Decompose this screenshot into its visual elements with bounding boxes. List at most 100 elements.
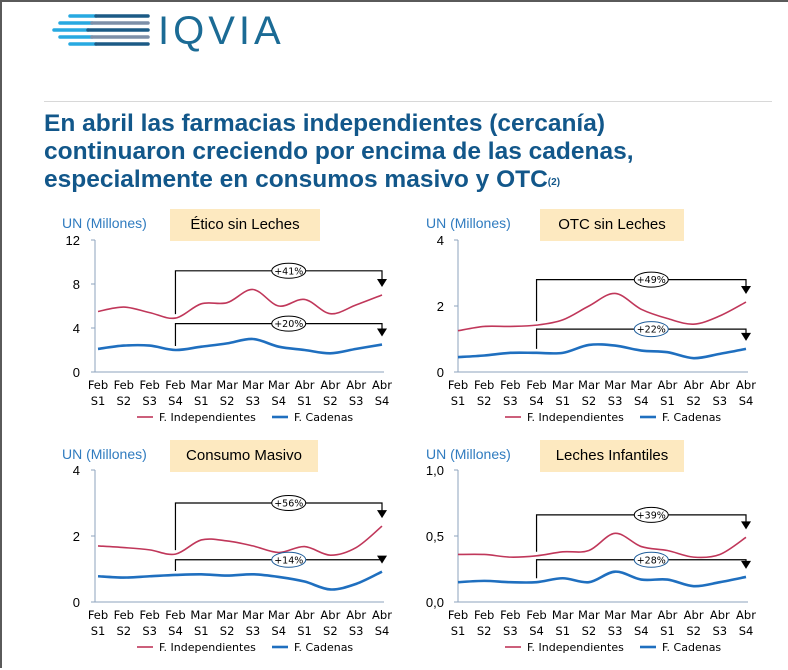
x-tick-label-week: S3	[713, 624, 728, 638]
x-tick-label-week: S1	[660, 394, 675, 408]
x-tick-label-week: S2	[323, 624, 338, 638]
page-title: En abril las farmacias independientes (c…	[44, 110, 744, 199]
y-tick-label: 0	[437, 365, 444, 380]
series-line-independientes	[458, 293, 746, 330]
x-tick-label-week: S3	[246, 624, 261, 638]
y-tick-label: 2	[437, 299, 444, 314]
chart-category-label: OTC sin Leches	[540, 209, 684, 241]
legend-label: F. Cadenas	[662, 411, 721, 424]
x-tick-label-month: Mar	[578, 608, 600, 622]
x-tick-label-week: S2	[220, 624, 235, 638]
y-axis-label: UN (Millones)	[426, 446, 511, 462]
x-tick-label-week: S3	[142, 394, 157, 408]
x-tick-label-week: S2	[477, 624, 492, 638]
x-tick-label-week: S3	[246, 394, 261, 408]
growth-annotation: +14%	[175, 552, 387, 571]
x-tick-label-week: S1	[297, 624, 312, 638]
x-tick-label-month: Abr	[684, 608, 704, 622]
x-tick-label-month: Abr	[295, 378, 315, 392]
x-tick-label-month: Mar	[190, 378, 212, 392]
x-tick-label-month: Abr	[372, 378, 392, 392]
series-line-independientes	[98, 289, 382, 318]
series-line-cadenas	[98, 572, 382, 590]
x-tick-label-month: Abr	[736, 608, 756, 622]
x-tick-label-week: S1	[451, 624, 466, 638]
x-tick-label-month: Mar	[604, 608, 626, 622]
chart-category-label: Consumo Masivo	[170, 440, 318, 472]
growth-bracket	[175, 503, 382, 550]
x-tick-label-month: Feb	[139, 378, 159, 392]
series-line-cadenas	[98, 339, 382, 353]
series-line-cadenas	[458, 572, 746, 587]
header-divider	[44, 101, 772, 102]
y-tick-label: 4	[437, 233, 444, 248]
x-tick-label-month: Abr	[684, 378, 704, 392]
legend-label: F. Independientes	[159, 641, 256, 654]
series-line-cadenas	[458, 344, 746, 358]
growth-annotation: +20%	[175, 316, 387, 346]
x-tick-label-week: S2	[477, 394, 492, 408]
x-tick-label-week: S2	[117, 624, 132, 638]
arrow-down-icon	[377, 329, 387, 337]
x-tick-label-week: S1	[194, 624, 209, 638]
x-tick-label-month: Mar	[242, 378, 264, 392]
x-tick-label-week: S3	[349, 394, 364, 408]
arrow-down-icon	[741, 561, 751, 569]
y-tick-label: 0,0	[426, 595, 444, 610]
y-tick-label: 0,5	[426, 529, 444, 544]
x-tick-label-month: Mar	[268, 378, 290, 392]
growth-badge-label: +20%	[274, 319, 303, 330]
x-tick-label-week: S3	[349, 624, 364, 638]
y-tick-label: 12	[66, 233, 80, 248]
x-tick-label-week: S2	[582, 394, 597, 408]
x-tick-label-week: S2	[117, 394, 132, 408]
x-tick-label-week: S4	[271, 624, 286, 638]
x-tick-label-month: Mar	[630, 608, 652, 622]
legend-label: F. Cadenas	[662, 641, 721, 654]
x-tick-label-month: Abr	[658, 608, 678, 622]
x-tick-label-month: Mar	[578, 378, 600, 392]
growth-badge-label: +22%	[637, 325, 666, 336]
x-tick-label-week: S4	[271, 394, 286, 408]
growth-annotation: +56%	[175, 496, 387, 551]
chart-plot: 0,00,51,0FebS1FebS2FebS3FebS4MarS1MarS2M…	[410, 440, 780, 670]
window-frame-left	[0, 0, 2, 668]
x-tick-label-week: S2	[220, 394, 235, 408]
x-tick-label-month: Feb	[165, 608, 185, 622]
arrow-down-icon	[377, 510, 387, 518]
legend-label: F. Independientes	[527, 411, 624, 424]
x-tick-label-month: Mar	[630, 378, 652, 392]
y-tick-label: 8	[73, 277, 80, 292]
x-tick-label-month: Feb	[114, 608, 134, 622]
y-tick-label: 4	[73, 321, 80, 336]
y-axis-label: UN (Millones)	[426, 215, 511, 231]
growth-badge-label: +39%	[637, 510, 666, 521]
x-tick-label-month: Feb	[526, 608, 546, 622]
x-tick-label-month: Mar	[242, 608, 264, 622]
x-tick-label-week: S1	[660, 624, 675, 638]
x-tick-label-month: Abr	[710, 608, 730, 622]
y-tick-label: 2	[73, 529, 80, 544]
legend-label: F. Independientes	[159, 411, 256, 424]
arrow-down-icon	[741, 286, 751, 294]
x-tick-label-week: S4	[375, 624, 390, 638]
legend-label: F. Independientes	[527, 641, 624, 654]
series-line-independientes	[458, 533, 746, 557]
growth-badge-label: +28%	[637, 555, 666, 566]
window-frame-top	[0, 0, 788, 2]
x-tick-label-week: S1	[555, 394, 570, 408]
arrow-down-icon	[741, 333, 751, 341]
x-tick-label-week: S2	[686, 624, 701, 638]
x-tick-label-month: Feb	[165, 378, 185, 392]
x-tick-label-week: S4	[529, 624, 544, 638]
x-tick-label-week: S4	[529, 394, 544, 408]
x-tick-label-month: Feb	[526, 378, 546, 392]
x-tick-label-month: Feb	[448, 608, 468, 622]
x-tick-label-week: S1	[555, 624, 570, 638]
x-tick-label-month: Abr	[295, 608, 315, 622]
logo-wordmark: IQVIA	[158, 14, 285, 48]
iqvia-logo: IQVIA	[52, 12, 252, 48]
x-tick-label-week: S4	[634, 624, 649, 638]
